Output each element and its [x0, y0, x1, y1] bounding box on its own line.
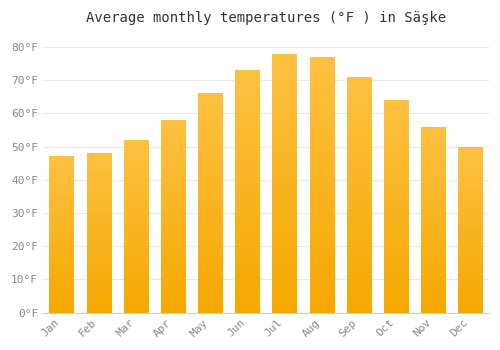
Bar: [50, 156, 74, 313]
Title: Average monthly temperatures (°F ) in Säşke: Average monthly temperatures (°F ) in Sä…: [86, 11, 446, 25]
Bar: [161, 120, 185, 313]
Bar: [458, 147, 482, 313]
Bar: [347, 77, 371, 313]
Bar: [421, 127, 445, 313]
Bar: [124, 140, 148, 313]
Bar: [86, 153, 111, 313]
Bar: [198, 93, 222, 313]
Bar: [384, 100, 408, 313]
Bar: [236, 70, 260, 313]
Bar: [272, 54, 296, 313]
Bar: [310, 57, 334, 313]
